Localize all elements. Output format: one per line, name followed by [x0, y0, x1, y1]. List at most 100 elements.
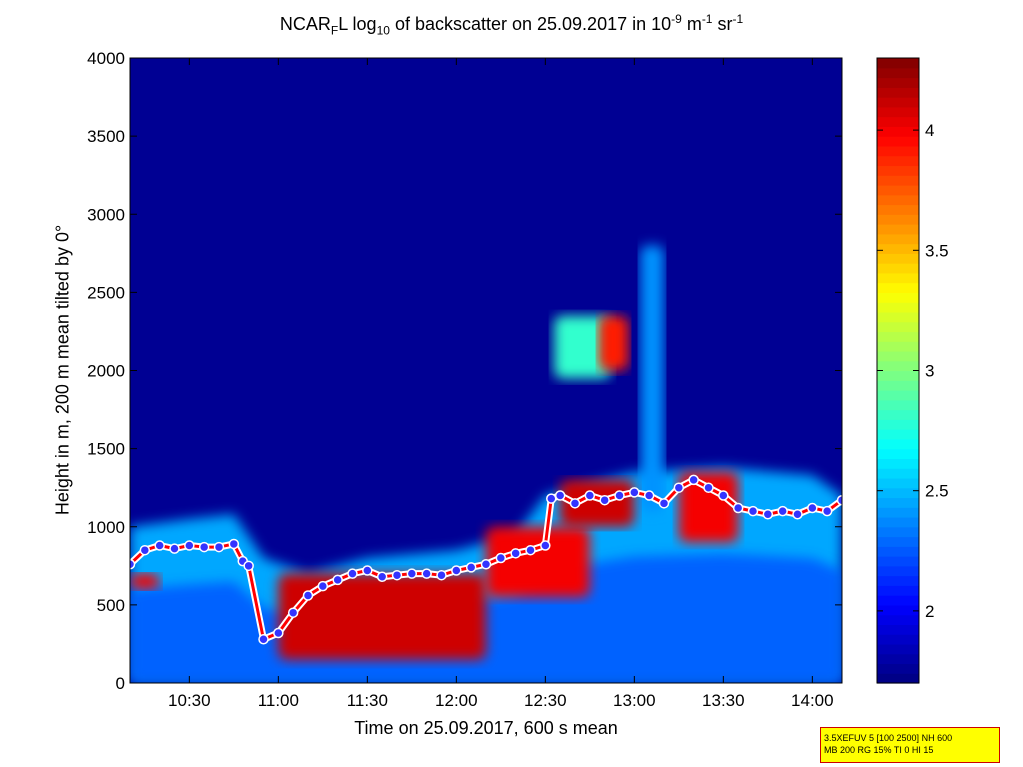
mlh-point	[569, 498, 581, 509]
colorbar-segment	[877, 536, 919, 547]
mlh-point	[258, 634, 269, 645]
mlh-point	[139, 544, 151, 556]
colorbar-segment	[877, 184, 919, 196]
mlh-point	[198, 541, 210, 553]
colorbar-tick-label: 3	[925, 362, 934, 381]
colorbar-segment	[877, 448, 919, 459]
mlh-point	[169, 543, 180, 554]
colorbar-segment	[877, 595, 919, 606]
colorbar-segment	[877, 468, 919, 479]
mlh-point	[376, 571, 388, 582]
colorbar-segment	[877, 165, 919, 176]
colorbar-segment	[877, 311, 919, 323]
mlh-point	[406, 568, 418, 579]
y-tick-label: 3000	[87, 205, 125, 224]
colorbar-segment	[877, 497, 919, 508]
colorbar-segment	[877, 116, 919, 127]
y-tick-label: 0	[116, 674, 125, 693]
heatmap-field	[130, 245, 842, 683]
x-tick-label: 13:30	[702, 691, 745, 710]
colorbar-segment	[877, 526, 919, 538]
colorbar-segment	[877, 653, 919, 665]
colorbar-segment	[877, 516, 919, 528]
mlh-point	[821, 505, 833, 517]
mlh-point	[243, 560, 254, 572]
mlh-point	[525, 544, 536, 556]
colorbar-segment	[877, 429, 919, 440]
y-tick-label: 3500	[87, 127, 125, 146]
y-tick-label: 500	[97, 596, 125, 615]
colorbar-segment	[877, 409, 919, 420]
colorbar-segment	[877, 214, 919, 225]
mlh-point	[510, 548, 521, 559]
mlh-point	[154, 540, 165, 551]
mlh-point	[213, 541, 225, 553]
x-axis-label: Time on 25.09.2017, 600 s mean	[354, 718, 618, 738]
mlh-point	[732, 502, 744, 514]
colorbar-segment	[877, 67, 919, 79]
backscatter-region-3	[278, 573, 486, 660]
mlh-point	[332, 574, 343, 586]
x-tick-label: 12:30	[524, 691, 567, 710]
y-tick-label: 2000	[87, 362, 125, 381]
colorbar-segment	[877, 350, 919, 362]
y-axis-label: Height in m, 200 m mean tilted by 0°	[52, 224, 73, 516]
colorbar-segment	[877, 419, 919, 430]
y-tick-label: 2500	[87, 283, 125, 302]
colorbar-segment	[877, 253, 919, 264]
y-tick-label: 1500	[87, 440, 125, 459]
colorbar-segment	[877, 263, 919, 274]
colorbar-segment	[877, 360, 919, 372]
mlh-point	[762, 509, 774, 520]
colorbar-segment	[877, 604, 919, 616]
colorbar-tick-label: 2	[925, 602, 934, 621]
colorbar-segment	[877, 272, 919, 284]
backscatter-region-2	[640, 245, 664, 512]
mlh-point	[287, 607, 299, 618]
mlh-point	[629, 487, 640, 498]
colorbar-segment	[877, 155, 919, 167]
mlh-point	[480, 559, 492, 570]
colorbar-segment	[877, 614, 919, 626]
x-tick-label: 12:00	[435, 691, 478, 710]
info-line-1: 3.5XEFUV 5 [100 2500] NH 600	[824, 733, 953, 743]
mlh-point	[347, 568, 358, 579]
colorbar-segment	[877, 321, 919, 333]
backscatter-region-1	[598, 315, 629, 371]
mlh-point	[546, 493, 557, 504]
colorbar-segment	[877, 233, 919, 245]
colorbar-segment	[877, 458, 919, 469]
colorbar-segment	[877, 380, 919, 391]
mlh-point	[554, 490, 566, 501]
colorbar-segment	[877, 282, 919, 293]
colorbar-segment	[877, 643, 919, 655]
colorbar-segment	[877, 58, 919, 69]
colorbar-segment	[877, 145, 919, 157]
mlh-point	[703, 482, 714, 493]
backscatter-region-6	[560, 479, 635, 527]
settings-info-box: 3.5XEFUV 5 [100 2500] NH 600 MB 200 RG 1…	[820, 727, 1000, 763]
colorbar-tick-label: 3.5	[925, 241, 949, 260]
colorbar-segment	[877, 507, 919, 518]
colorbar-segment	[877, 546, 919, 557]
colorbar-segment	[877, 477, 919, 489]
mlh-point	[228, 538, 240, 550]
backscatter-region-4	[486, 526, 590, 598]
mlh-point	[777, 505, 788, 517]
mlh-point	[465, 562, 477, 573]
mlh-point	[584, 490, 596, 501]
colorbar-segment	[877, 438, 919, 450]
colorbar-segment	[877, 624, 919, 635]
colorbar-segment	[877, 331, 919, 342]
colorbar-segment	[877, 224, 919, 235]
mlh-point	[836, 494, 842, 506]
colorbar-tick-label: 4	[925, 121, 934, 140]
mlh-point	[673, 482, 685, 493]
colorbar-segment	[877, 292, 919, 303]
colorbar-segment	[877, 194, 919, 206]
colorbar-segment	[877, 204, 919, 215]
mlh-point	[807, 502, 818, 514]
x-tick-label: 11:30	[347, 691, 388, 710]
colorbar-segment	[877, 97, 919, 108]
